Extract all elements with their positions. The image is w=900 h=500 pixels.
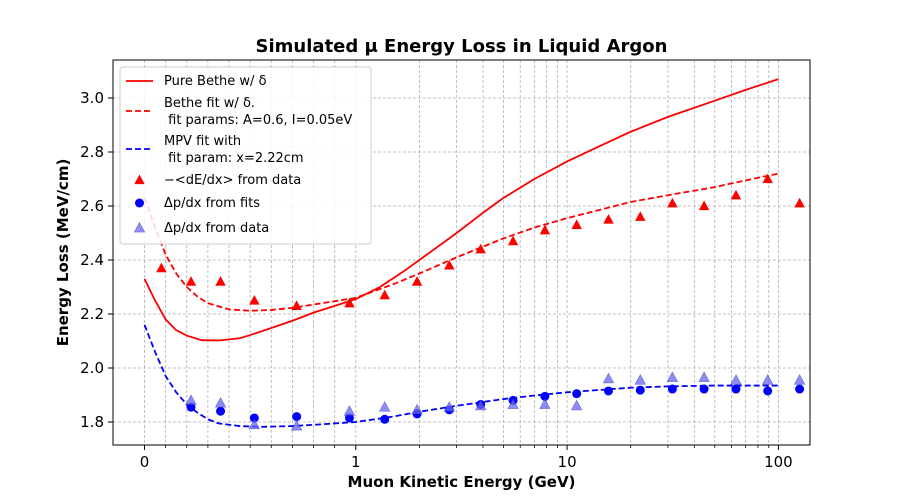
legend: Pure Bethe w/ δ Bethe fit w/ δ. fit param… (119, 66, 372, 245)
y-tick-label: 2.8 (80, 143, 104, 161)
x-tick-label: 1 (351, 453, 361, 471)
series-4-point (763, 386, 773, 396)
series-3-point (730, 189, 742, 200)
plot-frame (112, 59, 811, 446)
series-4-point (795, 384, 805, 394)
series-3-point (762, 173, 773, 184)
series-5-point (290, 419, 303, 431)
series-5-point (793, 374, 806, 385)
series-5-point (570, 399, 583, 411)
series-4-point (699, 384, 709, 394)
series-3-point (379, 289, 390, 300)
series-3-point (507, 235, 519, 246)
series-5-point (474, 399, 487, 411)
series-4-point (186, 402, 196, 412)
series-line-1 (143, 172, 779, 312)
series-4-point (731, 384, 741, 394)
series-3-point (794, 197, 805, 208)
series-4-point (667, 384, 677, 394)
series-3-point (156, 262, 167, 273)
series-4-point (540, 391, 550, 401)
legend-label-2: MPV fit with fit param: x=2.22cm (164, 134, 304, 166)
series-3-point (698, 200, 710, 211)
series-3-point (667, 197, 678, 208)
x-tick-label: 10 (558, 453, 577, 471)
series-5-point (698, 371, 710, 382)
series-4-point (292, 412, 302, 422)
y-axis-label: Energy Loss (MeV/cm) (54, 159, 72, 347)
series-5-point (214, 396, 227, 408)
series-5-point (634, 374, 647, 385)
series-4-point (216, 406, 226, 416)
legend-box (119, 66, 372, 245)
series-5-point (411, 403, 423, 415)
series-5-point (443, 401, 456, 412)
legend-label-0: Pure Bethe w/ δ (164, 74, 267, 89)
y-tick-label: 2.4 (80, 251, 104, 269)
series-5-point (602, 372, 615, 384)
series-3-point (185, 276, 197, 286)
series-3-point (215, 276, 226, 286)
y-tick-label: 1.8 (80, 413, 104, 431)
y-tick-label: 2.0 (80, 359, 104, 377)
series-4-point (344, 413, 354, 423)
legend-symbol-4 (135, 198, 144, 208)
series-3-point (603, 214, 614, 224)
legend-symbol-5 (133, 221, 146, 233)
series-3-point (444, 259, 455, 270)
y-tick-label: 2.6 (80, 197, 104, 215)
series-4-point (572, 389, 582, 399)
y-tick-label: 2.2 (80, 305, 104, 323)
plot-series (143, 78, 806, 431)
series-3-point (571, 219, 582, 230)
series-5-point (248, 418, 261, 430)
series-3-point (539, 224, 551, 235)
legend-symbol-3 (134, 174, 145, 185)
legend-label-5: Δp/dx from data (164, 221, 269, 236)
x-tick-label: 0 (140, 453, 150, 471)
series-5-point (185, 394, 197, 405)
x-tick-label: 100 (764, 453, 793, 471)
legend-label-1: Bethe fit w/ δ. fit params: A=0.6, I=0.0… (164, 96, 352, 128)
series-3-point (475, 243, 486, 254)
series-5-point (730, 374, 742, 385)
series-3-point (249, 295, 260, 305)
series-5-point (507, 398, 519, 409)
series-5-point (539, 398, 551, 409)
series-5-point (761, 374, 774, 385)
x-axis-label: Muon Kinetic Energy (GeV) (348, 473, 576, 491)
series-5-point (378, 401, 391, 412)
series-5-point (666, 371, 679, 382)
legend-label-3: −<dE/dx> from data (164, 173, 301, 188)
series-4-point (603, 386, 613, 396)
axis-ticks: 0 1 10 100 1.8 2.0 2.2 2.4 2.6 2.8 3.0 (80, 89, 793, 471)
series-4-point (635, 385, 645, 395)
y-tick-label: 3.0 (80, 89, 104, 107)
legend-label-4: Δp/dx from fits (164, 196, 260, 211)
series-line-0 (143, 78, 779, 342)
series-3-point (344, 297, 355, 308)
series-3-point (635, 211, 646, 221)
series-3-point (411, 276, 423, 286)
series-4-point (249, 413, 259, 423)
series-5-point (343, 405, 356, 416)
chart-title: Simulated μ Energy Loss in Liquid Argon (256, 36, 668, 57)
series-4-point (380, 414, 390, 424)
series-3-point (291, 300, 302, 311)
